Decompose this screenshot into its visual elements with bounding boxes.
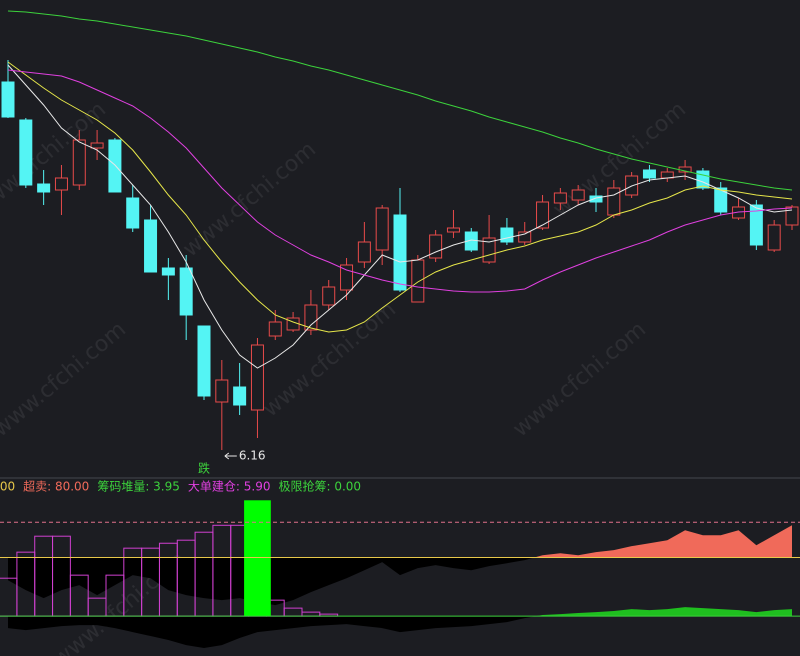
indicator-panel (0, 500, 800, 649)
candle-body (446, 227, 460, 233)
candle-body (304, 304, 318, 331)
area-above (8, 525, 792, 558)
candle-body (37, 183, 51, 193)
legend-entry: 大单建仓: 5.90 (188, 480, 271, 494)
candle-body (536, 201, 550, 229)
candle-body (571, 189, 585, 201)
moving-average-line (7, 61, 793, 333)
candle-body (375, 207, 389, 251)
candle-body (108, 139, 122, 193)
candle-body (589, 195, 603, 203)
candle-body (286, 317, 300, 331)
price-panel: 6.16 跌 (1, 10, 799, 476)
candle-body (54, 177, 68, 191)
candle-body (72, 139, 86, 186)
candle-body (161, 267, 175, 276)
candle-body (268, 321, 282, 337)
signal-label: 跌 (198, 461, 210, 476)
legend-entry: 极限抢筹: 0.00 (278, 479, 361, 494)
candle-body (233, 386, 247, 406)
low-annotation: 6.16 (239, 449, 266, 463)
candle-body (749, 204, 763, 246)
moving-average-line (7, 69, 793, 293)
candle-body (90, 142, 104, 149)
candle-body (340, 264, 354, 291)
candle-body (179, 267, 193, 316)
annotation-arrow (224, 452, 237, 460)
candle-body (785, 206, 799, 226)
area-above (536, 607, 792, 617)
area-below (8, 557, 535, 606)
moving-average-line (7, 64, 793, 369)
candle-body (250, 344, 264, 411)
legend-entry: 筹码堆量: 3.95 (97, 480, 180, 494)
candle-body (357, 241, 371, 263)
candle-body (215, 379, 229, 403)
candle-body (126, 197, 140, 229)
candle-body (607, 187, 621, 216)
legend-entry: 超卖: 80.00 (23, 479, 89, 494)
legend-entry: .00 (0, 480, 15, 494)
candle-body (714, 187, 728, 213)
area-below (8, 616, 792, 649)
candle-body (500, 227, 514, 243)
moving-average-line (7, 10, 793, 191)
candle-body (197, 325, 211, 397)
solid-bar (244, 500, 271, 617)
candle-body (1, 81, 15, 118)
candle-body (411, 259, 425, 303)
candle-body (19, 119, 33, 186)
candle-body (393, 214, 407, 291)
candle-body (429, 234, 443, 259)
candle-body (767, 224, 781, 251)
candle-body (553, 192, 567, 204)
candle-body (144, 219, 158, 273)
candle-body (322, 286, 336, 306)
candle-body (642, 169, 656, 179)
candle-body (518, 231, 532, 243)
indicator-legend: .00 超卖: 80.00 筹码堆量: 3.95 大单建仓: 5.90 极限抢筹: 0.… (0, 479, 361, 494)
